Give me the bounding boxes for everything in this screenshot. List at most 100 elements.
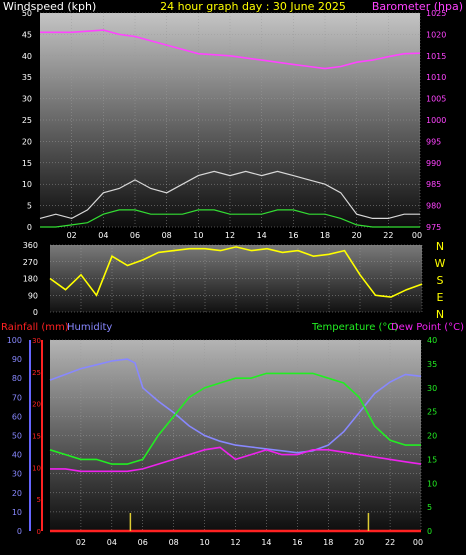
dewpoint-axis-title: Dew Point (°C) bbox=[391, 322, 464, 333]
y-tick-label: 10 bbox=[32, 464, 41, 472]
x-tick-label: 00 bbox=[413, 538, 423, 547]
x-tick-label: 04 bbox=[107, 538, 117, 547]
x-tick-label: 16 bbox=[292, 538, 302, 547]
y-tick-label: 270 bbox=[23, 258, 38, 267]
y-axis-ticks-humidity: 0 10 20 30 40 50 60 70 80 90 100 bbox=[7, 336, 22, 536]
y-tick-label: 30 bbox=[427, 384, 437, 393]
y-tick-label: 1005 bbox=[426, 95, 446, 104]
x-tick-label: 12 bbox=[225, 231, 235, 240]
y-tick-label: 50 bbox=[12, 432, 22, 441]
x-tick-label: 10 bbox=[193, 231, 203, 240]
y-tick-label: 90 bbox=[28, 291, 38, 300]
grid-wind bbox=[40, 12, 421, 228]
y-tick-label: 1015 bbox=[426, 52, 446, 61]
y-axis-ticks-rain: 0 5 10 15 20 25 30 bbox=[32, 337, 41, 536]
y-axis-ticks-wind: 0 5 10 15 20 25 30 35 40 45 50 bbox=[22, 9, 32, 232]
y-tick-label: 25 bbox=[22, 116, 32, 125]
y-tick-label: 40 bbox=[22, 52, 32, 61]
y-tick-label: 1010 bbox=[426, 73, 446, 82]
y-tick-label: 60 bbox=[12, 412, 22, 421]
rainfall-axis-title: Rainfall (mm) bbox=[1, 322, 69, 333]
y-tick-label: 35 bbox=[427, 360, 437, 369]
y-tick-label: 0 bbox=[33, 308, 38, 317]
y-tick-label: 1000 bbox=[426, 116, 446, 125]
y-tick-label: 50 bbox=[22, 9, 32, 18]
y-tick-label: 25 bbox=[32, 369, 41, 377]
x-tick-label: 12 bbox=[230, 538, 240, 547]
y-tick-label: 0 bbox=[17, 527, 22, 536]
x-tick-label: 10 bbox=[199, 538, 209, 547]
y-tick-label: 70 bbox=[12, 393, 22, 402]
y-tick-label: 25 bbox=[427, 408, 437, 417]
compass-label: N bbox=[436, 240, 444, 253]
y-tick-label: 20 bbox=[32, 401, 41, 409]
y-tick-label: 100 bbox=[7, 336, 22, 345]
x-tick-label: 02 bbox=[67, 231, 77, 240]
series-line-humidity bbox=[49, 358, 422, 454]
y-tick-label: 30 bbox=[32, 337, 41, 345]
x-tick-label: 20 bbox=[352, 231, 362, 240]
y-tick-label: 975 bbox=[426, 223, 441, 232]
y-tick-label: 10 bbox=[22, 180, 32, 189]
right-axis-title-wind: Barometer (hpa) bbox=[372, 0, 463, 13]
x-tick-label: 18 bbox=[323, 538, 333, 547]
series-line-temperature bbox=[49, 372, 421, 465]
series-wind bbox=[39, 29, 421, 228]
y-tick-label: 1025 bbox=[426, 9, 446, 18]
grid-direction bbox=[50, 244, 423, 313]
series-line-wind-direction bbox=[49, 246, 423, 298]
series-line-barometer bbox=[40, 29, 421, 70]
x-tick-label: 06 bbox=[138, 538, 148, 547]
y-tick-label: 30 bbox=[22, 95, 32, 104]
y-tick-label: 40 bbox=[12, 451, 22, 460]
humidity-axis-title: Humidity bbox=[67, 322, 112, 333]
x-tick-label: 06 bbox=[130, 231, 140, 240]
y-tick-label: 985 bbox=[426, 180, 441, 189]
x-tick-label: 14 bbox=[261, 538, 271, 547]
wind-barometer-panel: Windspeed (kph) 24 hour graph day : 30 J… bbox=[3, 0, 463, 240]
temperature-axis-title: Temperature (°C) bbox=[311, 322, 398, 333]
y-tick-label: 5 bbox=[27, 202, 32, 211]
y-tick-label: 40 bbox=[427, 336, 437, 345]
series-line-wind-gust bbox=[39, 170, 420, 220]
x-tick-label: 22 bbox=[383, 231, 393, 240]
series-temp bbox=[49, 358, 422, 533]
x-tick-label: 14 bbox=[257, 231, 267, 240]
chart-header: 24 hour graph day : 30 June 2025 bbox=[160, 0, 346, 13]
y-tick-label: 10 bbox=[12, 508, 22, 517]
y-tick-label: 5 bbox=[427, 503, 432, 512]
x-tick-label: 16 bbox=[288, 231, 298, 240]
y-tick-label: 15 bbox=[32, 433, 41, 441]
x-tick-label: 08 bbox=[162, 231, 172, 240]
y-axis-ticks-barometer: 975 980 985 990 995 1000 1005 1010 1015 1020 1025 bbox=[426, 9, 446, 232]
series-direction bbox=[49, 246, 423, 298]
compass-label: W bbox=[435, 257, 446, 270]
y-tick-label: 45 bbox=[22, 30, 32, 39]
y-tick-label: 10 bbox=[427, 479, 437, 488]
x-tick-label: 00 bbox=[412, 231, 422, 240]
y-tick-label: 0 bbox=[27, 223, 32, 232]
y-axis-ticks-direction: 360 270 180 90 0 bbox=[23, 241, 38, 317]
y-tick-label: 20 bbox=[22, 137, 32, 146]
y-tick-label: 0 bbox=[37, 528, 41, 536]
x-axis-ticks-temp: 02 04 06 08 10 12 14 16 18 20 22 00 bbox=[76, 538, 423, 547]
y-tick-label: 990 bbox=[426, 159, 441, 168]
y-tick-label: 1020 bbox=[426, 30, 446, 39]
x-tick-label: 08 bbox=[169, 538, 179, 547]
compass-label: N bbox=[436, 308, 444, 321]
y-tick-label: 5 bbox=[37, 496, 41, 504]
y-tick-label: 90 bbox=[12, 355, 22, 364]
y-tick-label: 0 bbox=[427, 527, 432, 536]
y-tick-label: 20 bbox=[427, 432, 437, 441]
x-tick-label: 22 bbox=[385, 538, 395, 547]
x-axis-ticks-wind: 02 04 06 08 10 12 14 16 18 20 22 00 bbox=[67, 231, 423, 240]
y-tick-label: 20 bbox=[12, 489, 22, 498]
y-tick-label: 980 bbox=[426, 202, 441, 211]
series-line-wind-speed bbox=[40, 209, 420, 228]
y-tick-label: 15 bbox=[22, 159, 32, 168]
y-tick-label: 35 bbox=[22, 73, 32, 82]
temp-humidity-panel: Rainfall (mm) Humidity Temperature (°C) … bbox=[1, 322, 464, 547]
x-tick-label: 02 bbox=[76, 538, 86, 547]
